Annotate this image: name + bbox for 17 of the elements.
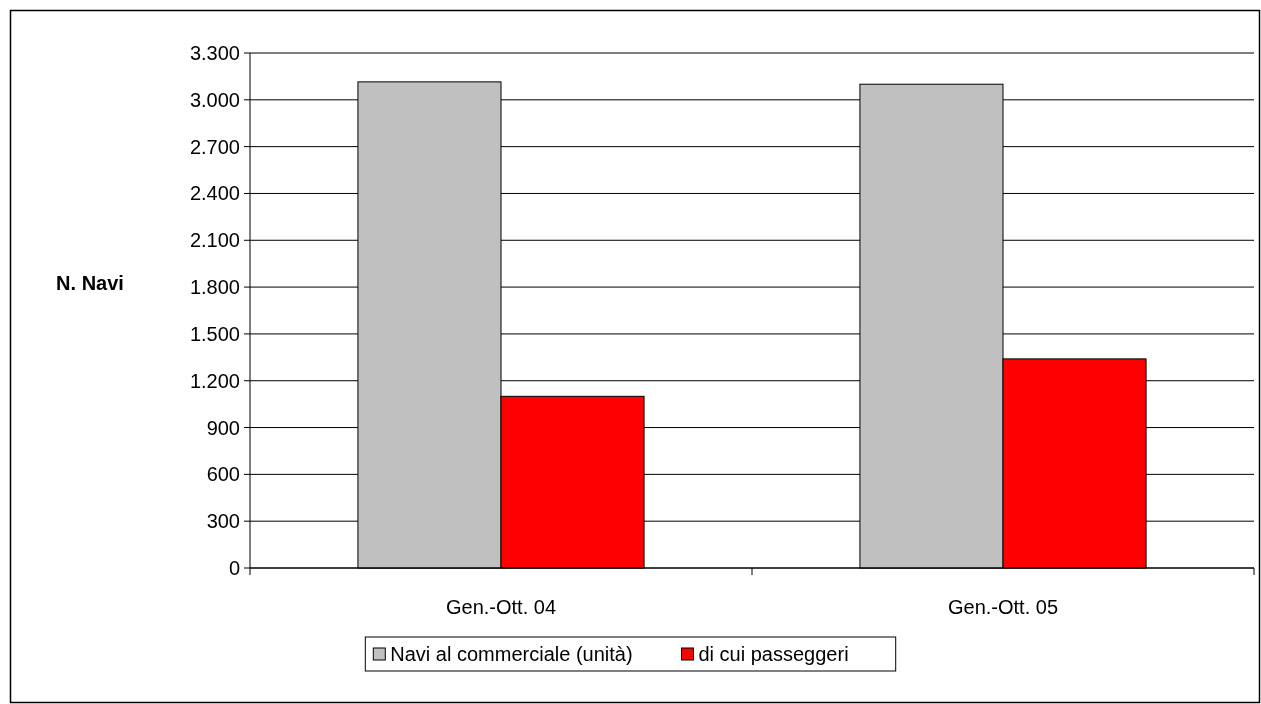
x-tick-label: Gen.-Ott. 05 [947,596,1059,618]
y-tick-label: 2.700 [189,135,240,158]
y-tick-label: 0 [228,557,240,579]
y-tick-label: 2.100 [189,229,240,252]
y-tick-label: 1.500 [189,322,240,345]
legend-label: Navi al commerciale (unità) [390,643,633,665]
y-tick-label: 2.400 [189,182,240,205]
y-tick-label: 3.300 [189,42,240,64]
y-tick-label: 1.200 [189,369,240,392]
y-tick-label: 600 [206,463,240,486]
y-tick-label: 300 [206,510,240,533]
y-tick-label: 3.000 [189,88,240,111]
x-tick-label: Gen.-Ott. 04 [445,596,557,618]
y-tick-label: 1.800 [189,276,240,299]
y-tick-label: 900 [206,416,240,439]
y-axis-title: N. Navi [56,272,124,294]
legend-label: di cui passeggeri [698,643,849,665]
